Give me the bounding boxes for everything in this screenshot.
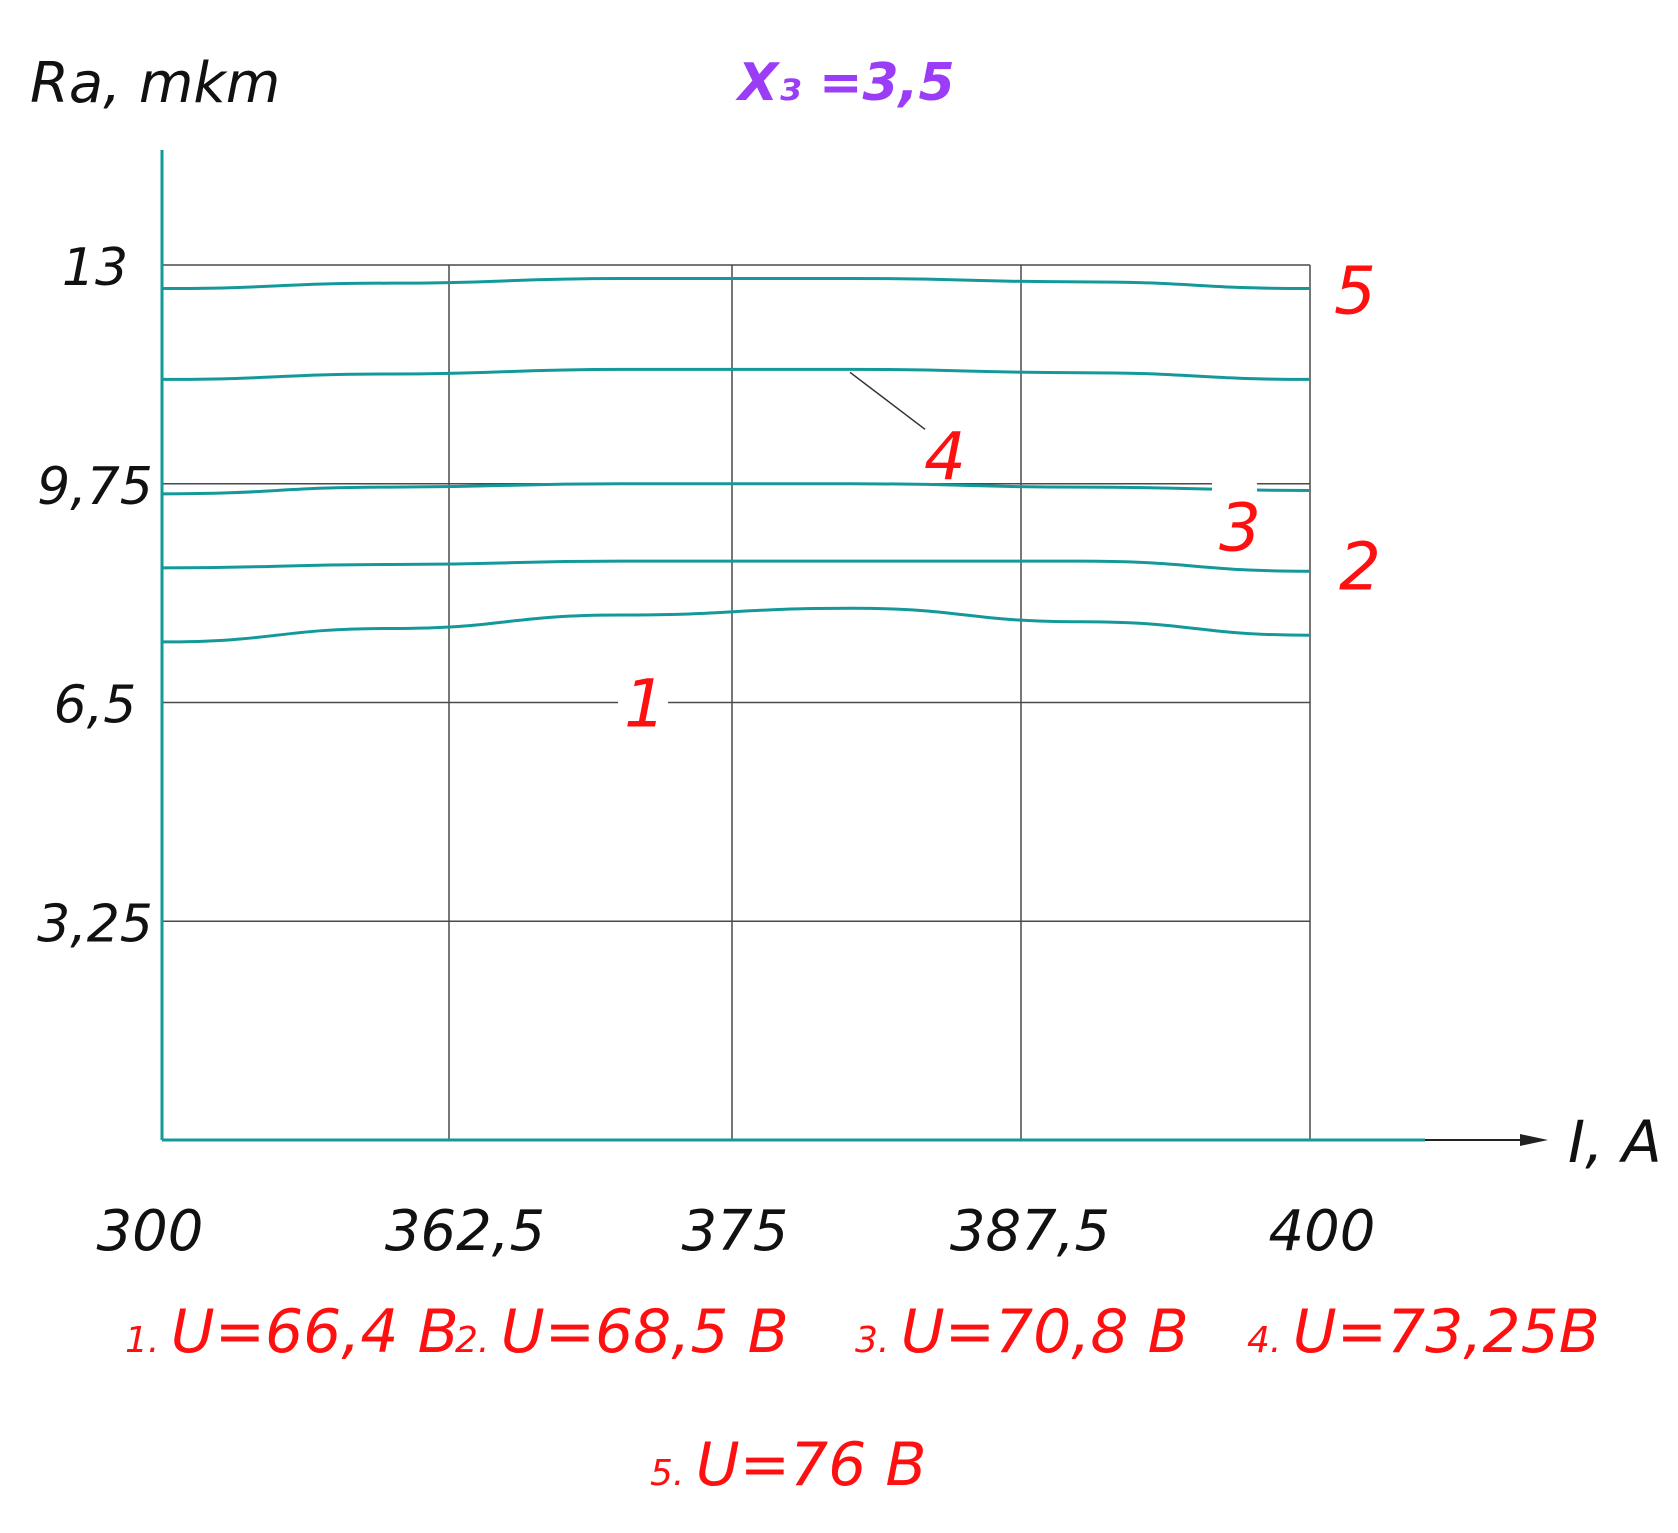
legend-text: U=76 B — [696, 1430, 927, 1500]
series-line-4 — [161, 367, 1311, 381]
legend-item-5: 5. U=76 B — [650, 1430, 927, 1500]
x-axis-label: I, A — [1568, 1108, 1662, 1176]
x-tick-label: 400 — [1269, 1199, 1376, 1264]
legend-number: 3. — [855, 1320, 901, 1361]
label-3-gap — [1212, 482, 1257, 499]
series-line-1 — [161, 606, 1311, 644]
legend-number: 4. — [1247, 1320, 1293, 1361]
y-tick-label: 9,75 — [37, 457, 153, 517]
series-label-1: 1 — [624, 666, 666, 743]
label-4-leader — [849, 371, 926, 430]
chart-title: X₃ =3,5 — [735, 53, 955, 113]
curves — [161, 276, 1311, 644]
series-labels: 1 2 3 4 5 — [618, 253, 1381, 743]
x-tick-label: 362,5 — [385, 1199, 545, 1264]
y-tick-label: 13 — [62, 238, 128, 298]
x-tick-label: 375 — [682, 1199, 789, 1264]
x-tick-label: 387,5 — [950, 1199, 1110, 1264]
series-label-5: 5 — [1334, 253, 1376, 330]
y-tick-labels: 3,25 6,5 9,75 13 — [37, 238, 153, 954]
series-label-4: 4 — [924, 418, 966, 495]
axes — [160, 150, 1548, 1146]
x-tick-label: 300 — [97, 1199, 204, 1264]
legend-number: 2. — [455, 1320, 501, 1361]
legend-text: U=66,4 B — [171, 1297, 459, 1367]
x-tick-labels: 300 362,5 375 387,5 400 — [97, 1199, 1376, 1264]
series-line-5 — [161, 276, 1311, 291]
legend: 1. U=66,4 B2. U=68,5 B 3. U=70,8 B 4. U=73… — [125, 1297, 1600, 1500]
series-label-2: 2 — [1339, 528, 1381, 605]
series-line-3 — [161, 482, 1311, 496]
series-label-3: 3 — [1219, 489, 1261, 566]
y-tick-label: 3,25 — [37, 894, 153, 954]
legend-item-4: 4. U=73,25B — [1247, 1297, 1600, 1367]
legend-number: 5. — [650, 1453, 696, 1494]
legend-number: 1. — [125, 1320, 171, 1361]
legend-text: U=70,8 B — [901, 1297, 1189, 1367]
y-tick-label: 6,5 — [54, 676, 137, 736]
legend-text: U=68,5 B — [501, 1297, 789, 1367]
legend-item-1: 1. U=66,4 B — [125, 1297, 459, 1367]
label-1-gap — [618, 672, 668, 733]
x-axis-arrowhead — [1520, 1134, 1548, 1146]
legend-item-3: 3. U=70,8 B — [855, 1297, 1189, 1367]
legend-text: U=73,25B — [1293, 1297, 1600, 1367]
grid — [162, 264, 1311, 1140]
series-line-2 — [161, 559, 1311, 573]
y-axis-label: Ra, mkm — [30, 51, 280, 116]
legend-item-2: 2. U=68,5 B — [455, 1297, 789, 1367]
